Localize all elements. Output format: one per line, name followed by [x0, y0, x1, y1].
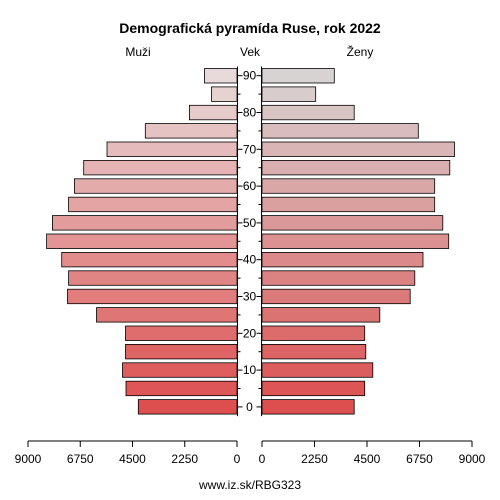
- male-bar-65-69: [83, 159, 238, 176]
- male-bar-85-89: [211, 86, 238, 102]
- age-tick-label: 40: [243, 253, 257, 267]
- female-bar-15-19: [261, 343, 367, 360]
- female-bar-30-34: [261, 288, 411, 305]
- age-tick-label: 20: [243, 326, 257, 340]
- male-bar-90+: [204, 68, 238, 84]
- female-bar-5-9: [261, 380, 366, 397]
- age-tick-label: 30: [243, 290, 257, 304]
- male-bar-60-64: [74, 178, 238, 194]
- age-axis-label: Vek: [240, 45, 261, 59]
- male-bar-0-4: [137, 399, 238, 415]
- age-tick-label: 0: [246, 400, 253, 414]
- male-bar-15-19: [125, 343, 238, 360]
- female-x-tick-label: 0: [259, 452, 266, 466]
- female-bar-25-29: [261, 307, 381, 323]
- male-bar-35-39: [68, 270, 238, 286]
- male-bar-50-54: [52, 215, 238, 231]
- male-bar-45-49: [46, 233, 238, 249]
- female-bar-55-59: [261, 196, 436, 213]
- male-bar-20-24: [125, 325, 238, 341]
- male-x-tick-label: 9000: [15, 452, 42, 466]
- female-bar-80-84: [261, 104, 355, 121]
- female-x-tick-label: 6750: [406, 452, 433, 466]
- axes-group: 0 10 20 30 40 50 60 70 80 90 9000 6750 4500 2250 0 0 225…: [15, 66, 486, 466]
- male-bar-10-14: [122, 362, 238, 378]
- female-bar-20-24: [261, 325, 366, 341]
- age-tick-label: 60: [243, 179, 257, 193]
- female-bar-70-74: [261, 141, 455, 157]
- female-x-tick-label: 2250: [301, 452, 328, 466]
- female-bar-90+: [261, 68, 335, 84]
- chart-title: Demografická pyramída Ruse, rok 2022: [119, 20, 381, 36]
- age-tick-label: 70: [243, 142, 257, 156]
- female-label: Ženy: [347, 44, 374, 59]
- male-x-tick-label: 2250: [171, 452, 198, 466]
- female-bar-60-64: [261, 178, 436, 194]
- male-x-tick-label: 4500: [119, 452, 146, 466]
- male-bar-5-9: [125, 380, 238, 397]
- male-bar-25-29: [96, 307, 238, 323]
- female-bar-50-54: [261, 215, 444, 231]
- footer-source[interactable]: www.iz.sk/RBG323: [198, 478, 301, 492]
- male-bar-55-59: [68, 196, 238, 213]
- female-bar-75-79: [261, 123, 419, 139]
- female-bar-85-89: [261, 86, 317, 102]
- female-x-tick-label: 4500: [354, 452, 381, 466]
- female-bar-10-14: [261, 362, 374, 378]
- age-tick-label: 90: [243, 69, 257, 83]
- female-bar-65-69: [261, 159, 451, 176]
- age-tick-label: 80: [243, 106, 257, 120]
- age-tick-label: 50: [243, 216, 257, 230]
- female-bar-45-49: [261, 233, 450, 249]
- male-x-tick-label: 0: [234, 452, 241, 466]
- female-x-tick-label: 9000: [459, 452, 486, 466]
- male-bar-70-74: [106, 141, 238, 157]
- male-x-tick-label: 6750: [67, 452, 94, 466]
- male-label: Muži: [125, 45, 150, 59]
- male-bar-75-79: [144, 123, 238, 139]
- male-bar-40-44: [61, 251, 238, 268]
- female-bar-0-4: [261, 399, 355, 415]
- male-bar-30-34: [67, 288, 238, 305]
- female-bar-35-39: [261, 270, 416, 286]
- male-bar-80-84: [188, 104, 238, 121]
- age-tick-label: 10: [243, 363, 257, 377]
- female-bar-40-44: [261, 251, 424, 268]
